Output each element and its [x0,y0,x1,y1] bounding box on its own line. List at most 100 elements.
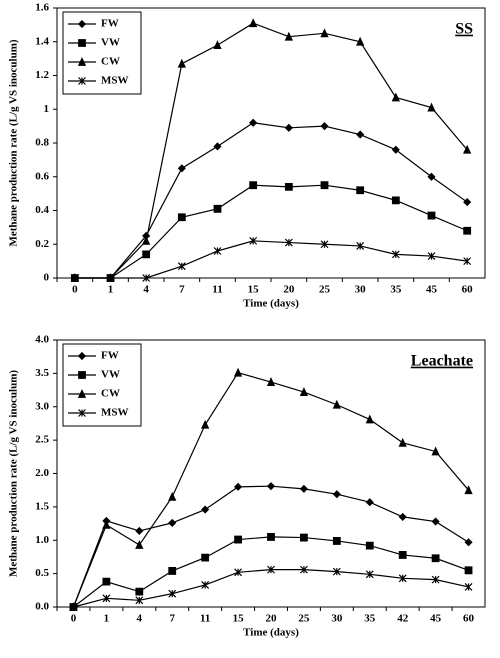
marker [284,238,293,247]
marker [463,144,472,154]
x-tick-label: 0 [72,284,78,296]
x-axis-label: Time (days) [243,298,299,310]
marker [332,537,341,545]
marker [234,482,243,491]
x-tick-label: 25 [319,284,331,296]
y-tick-label: 0.8 [35,137,49,149]
marker [431,517,440,526]
marker [142,235,151,245]
legend-box [62,343,142,427]
marker [177,262,186,271]
marker [201,419,210,429]
y-axis-label: Methane production rate (L/g VS inoculum… [8,39,20,246]
x-tick-label: 0 [71,613,77,625]
series-line [74,122,468,279]
x-tick-label: 15 [233,613,245,625]
x-tick-label: 11 [212,284,222,296]
marker [177,58,186,68]
annotation: Leachate [411,353,473,370]
series-line [74,240,468,279]
marker [391,196,400,205]
marker [70,274,79,282]
marker [464,583,473,591]
marker [168,491,177,501]
legend-label: FW [101,350,119,362]
y-tick-label: 1.2 [35,69,49,81]
y-tick-label: 1.4 [35,35,49,47]
marker [267,565,275,574]
marker [77,351,87,361]
y-tick-label: 1 [44,103,50,115]
marker [266,377,276,386]
marker [142,250,151,259]
marker [356,186,365,195]
marker [332,567,341,576]
legend-label: VW [101,37,120,49]
y-tick-label: 0.5 [35,567,49,579]
y-tick-label: 4.0 [35,334,49,346]
series-line [74,184,468,279]
marker [398,551,407,559]
marker [249,181,258,190]
marker [234,568,243,577]
marker [431,575,440,584]
marker [102,577,111,586]
marker [391,145,400,154]
marker [284,182,293,191]
y-tick-label: 1.6 [35,2,49,14]
marker [77,57,87,66]
marker [427,102,436,112]
y-tick-label: 3.0 [35,400,49,412]
legend-box [62,11,142,95]
marker [177,164,186,173]
marker [463,257,472,266]
marker [201,553,210,562]
legend-label: CW [101,56,120,68]
marker [299,484,308,493]
marker [464,566,473,575]
marker [398,512,407,521]
y-tick-label: 0.6 [35,170,49,182]
x-tick-label: 60 [462,284,474,296]
marker [142,274,151,282]
marker [106,274,115,282]
y-tick-label: 0.4 [35,204,49,216]
marker [135,596,144,605]
marker [464,538,473,547]
x-tick-label: 45 [426,284,438,296]
marker [299,565,308,574]
x-tick-label: 60 [463,613,475,625]
marker [332,490,341,499]
y-tick-label: 0 [44,272,50,284]
marker [168,518,177,527]
marker [398,437,407,447]
marker [78,77,86,85]
marker [320,181,329,190]
marker [365,541,374,550]
series-line [74,22,468,279]
series-line [72,485,469,608]
marker [320,28,329,38]
marker [77,389,87,398]
y-tick-label: 2.0 [35,467,49,479]
marker [391,92,400,102]
y-tick-label: 2.5 [35,434,49,446]
marker [168,567,177,575]
x-tick-label: 11 [200,613,210,625]
x-tick-label: 7 [179,284,185,296]
y-tick-label: 0.0 [35,601,49,613]
marker [356,242,365,250]
marker [431,554,440,563]
annotation: SS [455,21,473,38]
legend-label: MSW [101,75,129,87]
marker [284,123,293,132]
x-tick-label: 1 [104,613,110,625]
marker [463,226,472,235]
x-tick-label: 20 [266,613,278,625]
marker [201,581,210,589]
x-tick-label: 20 [283,284,295,296]
marker [168,589,177,598]
marker [177,213,186,222]
x-tick-label: 35 [364,613,376,625]
